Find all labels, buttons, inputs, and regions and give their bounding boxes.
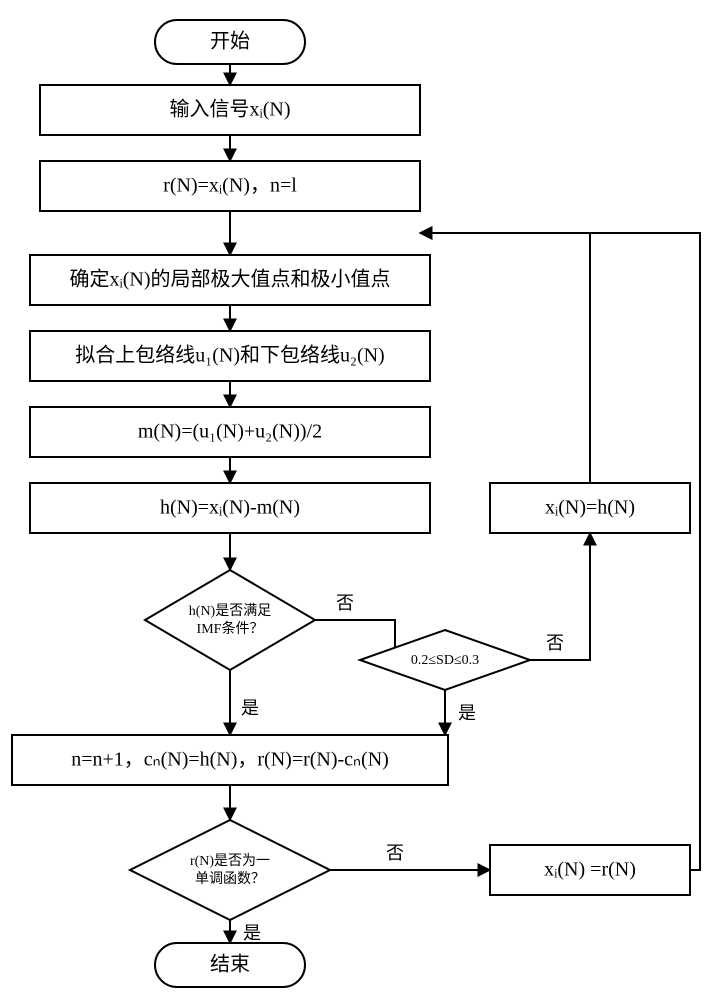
svg-text:IMF条件？: IMF条件？ — [197, 620, 264, 637]
svg-text:否: 否 — [386, 843, 404, 863]
node-start: 开始 — [155, 20, 305, 64]
node-d_sd: 0.2≤SD≤0.3 — [360, 630, 530, 690]
svg-text:0.2≤SD≤0.3: 0.2≤SD≤0.3 — [411, 653, 479, 668]
edge-assign_h-loop_top — [420, 233, 590, 483]
node-mean: m(N)=(u₁(N)+u₂(N))/2 — [30, 407, 430, 457]
svg-text:结束: 结束 — [210, 953, 250, 976]
node-h: h(N)=xᵢ(N)-m(N) — [30, 483, 430, 533]
node-end: 结束 — [155, 943, 305, 987]
svg-text:r(N)是否为一: r(N)是否为一 — [190, 853, 270, 869]
flowchart-canvas: 是否是否是否开始输入信号xᵢ(N)r(N)=xᵢ(N)，n=l确定xᵢ(N)的局… — [0, 0, 721, 1000]
svg-text:n=n+1，cₙ(N)=h(N)，r(N)=r(N)-cₙ(: n=n+1，cₙ(N)=h(N)，r(N)=r(N)-cₙ(N) — [71, 749, 389, 771]
svg-text:h(N)=xᵢ(N)-m(N): h(N)=xᵢ(N)-m(N) — [160, 497, 300, 519]
svg-text:否: 否 — [546, 633, 564, 653]
node-assign_r: xᵢ(N) =r(N) — [490, 845, 690, 895]
node-assign_h: xᵢ(N)=h(N) — [490, 483, 690, 533]
node-init: r(N)=xᵢ(N)，n=l — [40, 161, 420, 211]
node-d_imf: h(N)是否满足IMF条件？ — [145, 570, 315, 670]
svg-text:确定xᵢ(N)的局部极大值点和极小值点: 确定xᵢ(N)的局部极大值点和极小值点 — [69, 268, 390, 291]
svg-text:拟合上包络线u₁(N)和下包络线u₂(N): 拟合上包络线u₁(N)和下包络线u₂(N) — [75, 344, 384, 367]
svg-text:h(N)是否满足: h(N)是否满足 — [189, 603, 271, 619]
svg-text:r(N)=xᵢ(N)，n=l: r(N)=xᵢ(N)，n=l — [163, 175, 297, 197]
svg-text:是: 是 — [243, 923, 261, 943]
node-input: 输入信号xᵢ(N) — [40, 85, 420, 135]
svg-text:开始: 开始 — [210, 30, 250, 53]
node-d_mono: r(N)是否为一单调函数？ — [130, 820, 330, 920]
svg-text:是: 是 — [241, 698, 259, 718]
edge-assign_r-loop_top — [420, 233, 700, 870]
svg-text:输入信号xᵢ(N): 输入信号xᵢ(N) — [169, 98, 290, 121]
node-extrema: 确定xᵢ(N)的局部极大值点和极小值点 — [30, 255, 430, 305]
svg-text:否: 否 — [336, 593, 354, 613]
svg-text:是: 是 — [458, 703, 476, 723]
svg-text:单调函数？: 单调函数？ — [195, 871, 265, 887]
node-envelope: 拟合上包络线u₁(N)和下包络线u₂(N) — [30, 331, 430, 381]
svg-text:xᵢ(N) =r(N): xᵢ(N) =r(N) — [544, 859, 636, 881]
svg-text:xᵢ(N)=h(N): xᵢ(N)=h(N) — [545, 497, 635, 519]
svg-text:m(N)=(u₁(N)+u₂(N))/2: m(N)=(u₁(N)+u₂(N))/2 — [138, 421, 322, 443]
node-update: n=n+1，cₙ(N)=h(N)，r(N)=r(N)-cₙ(N) — [12, 735, 448, 785]
